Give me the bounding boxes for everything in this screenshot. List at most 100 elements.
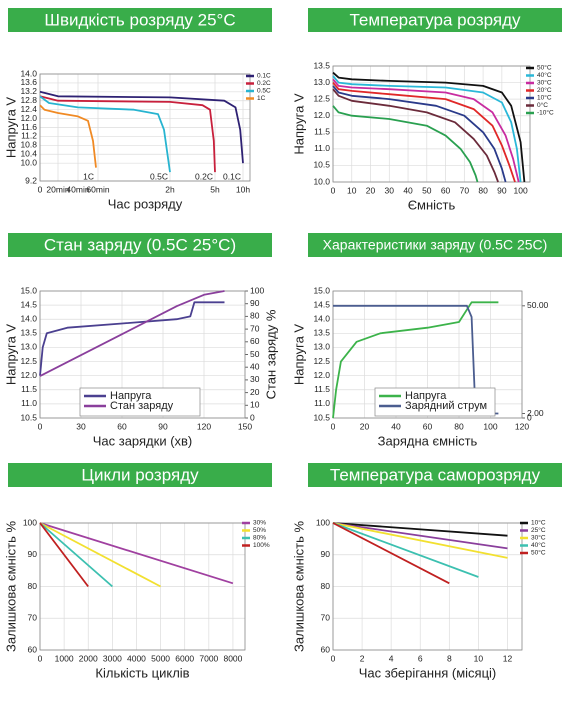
legend-box <box>79 387 201 417</box>
y-tick-label: 10.0 <box>313 176 330 186</box>
x-tick-label: 7000 <box>199 653 218 663</box>
y-tick-label: 11.2 <box>21 131 37 141</box>
chart-title: Стан заряду (0.5C 25°C) <box>44 235 236 254</box>
chart-panel: Швидкість розряду 25°C9.210.010.410.811.… <box>3 8 272 211</box>
legend-label: 10°C <box>537 94 552 102</box>
y-tick-label: 60 <box>28 644 38 654</box>
series-line <box>332 522 508 559</box>
y-tick-label: 10.4 <box>20 149 37 159</box>
title-banner <box>308 8 562 32</box>
series-line <box>332 522 508 550</box>
x-axis-title: Час зберігання (місяці) <box>359 665 497 680</box>
y-tick-label: 14.0 <box>20 68 37 78</box>
y-tick-label: 10.5 <box>20 412 37 422</box>
series-line <box>332 75 522 183</box>
legend-label: Зарядний струм <box>405 400 487 412</box>
title-banner <box>8 233 272 257</box>
legend-label: 40°C <box>531 541 546 549</box>
x-tick-label: 60 <box>423 421 433 431</box>
x-tick-label: 12 <box>503 653 513 663</box>
x-tick-label: 6000 <box>175 653 194 663</box>
legend-label: Стан заряду <box>110 400 174 412</box>
x-tick-label: 0 <box>38 184 43 194</box>
y2-tick-label: 50.00 <box>527 300 549 310</box>
y-tick-label: 13.6 <box>20 77 37 87</box>
x-tick-label: 120 <box>197 421 211 431</box>
x-tick-label: 100 <box>514 185 528 195</box>
y-tick-label: 10.5 <box>313 160 330 170</box>
x-tick-label: 90 <box>497 185 507 195</box>
legend-label: 0°C <box>537 101 548 109</box>
x-tick-label: 10 <box>347 185 357 195</box>
x-tick-label: 4 <box>389 653 394 663</box>
legend-label: 100% <box>253 542 270 549</box>
y2-axis-title: Стан заряду % <box>263 309 278 399</box>
legend-label: 80% <box>253 535 266 542</box>
y-tick-label: 70 <box>321 613 331 623</box>
legend-label: 0.1C <box>257 73 271 80</box>
plot-frame <box>39 290 246 419</box>
series-line <box>332 71 526 183</box>
chart-panel: Температура розряду 10.0 10.5 11.0 11.5 12.0 1… <box>291 8 562 212</box>
y-tick-label: 80 <box>28 581 38 591</box>
y-tick-label: 11.0 <box>314 143 330 153</box>
y-tick-label: 12.5 <box>313 93 330 103</box>
y-tick-label: 100 <box>23 517 37 527</box>
y-tick-label: 12.0 <box>20 370 37 380</box>
y-axis-title: Напруга V <box>3 97 18 159</box>
x-tick-label: 70 <box>460 185 470 195</box>
y2-tick-label: 40 <box>250 361 260 371</box>
y-tick-label: 11.5 <box>21 384 37 394</box>
legend-label: 30% <box>253 520 266 527</box>
y-tick-label: 12.0 <box>20 113 37 123</box>
x-axis-title: Час розряду <box>108 196 183 211</box>
y-tick-label: 13.0 <box>313 77 330 87</box>
legend-label: 0.5C <box>257 88 271 95</box>
y-tick-label: 14.5 <box>313 299 330 309</box>
x-axis-title: Кількість циклів <box>95 665 189 680</box>
y-tick-label: 11.0 <box>314 398 330 408</box>
series-line <box>39 522 113 588</box>
y-tick-label: 13.0 <box>313 342 330 352</box>
chart-panel: Стан заряду (0.5C 25°C) 10.5 11.0 11.5 12.0 1… <box>3 233 278 448</box>
x-tick-label: 6 <box>418 653 423 663</box>
x-tick-label: 60 <box>441 185 451 195</box>
y-axis-title: Залишкова ємність % <box>291 521 306 653</box>
y2-tick-label: 70 <box>250 323 260 333</box>
legend-label: Напруга <box>405 390 447 402</box>
x-tick-label: 40 <box>391 421 401 431</box>
x-tick-label: 120 <box>515 421 529 431</box>
y-tick-label: 14.0 <box>20 313 37 323</box>
x-tick-label: 20 <box>360 421 370 431</box>
x-tick-label: 40min <box>66 184 89 194</box>
series-line <box>332 88 499 183</box>
plot-frame <box>332 522 523 651</box>
x-tick-label: 150 <box>238 421 252 431</box>
y-tick-label: 15.0 <box>20 285 37 295</box>
y-tick-label: 13.0 <box>20 342 37 352</box>
title-banner <box>308 233 562 257</box>
series-line <box>332 522 450 585</box>
plot-frame <box>332 65 531 183</box>
legend-label: 1C <box>257 95 266 102</box>
x-tick-label: 60 <box>117 421 127 431</box>
title-banner <box>8 8 272 32</box>
y2-tick-label: 0 <box>250 412 255 422</box>
y-tick-label: 11.0 <box>21 398 37 408</box>
series-line <box>39 95 171 173</box>
x-tick-label: 0 <box>38 653 43 663</box>
plot-frame <box>39 73 251 182</box>
curve-label: 0.1C <box>223 171 241 181</box>
x-tick-label: 0 <box>331 421 336 431</box>
legend-label: 30°C <box>531 534 546 542</box>
legend-label: -10°C <box>537 109 554 117</box>
x-tick-label: 2h <box>165 184 175 194</box>
chart-title: Швидкість розряду 25°C <box>44 10 235 29</box>
legend-label: 10°C <box>531 519 546 527</box>
y-tick-label: 12.4 <box>20 104 37 114</box>
y-tick-label: 10.0 <box>20 157 37 167</box>
chart-title: Характеристики заряду (0.5C 25C) <box>323 237 548 253</box>
y-tick-label: 13.5 <box>313 60 330 70</box>
plot-frame <box>39 522 246 651</box>
